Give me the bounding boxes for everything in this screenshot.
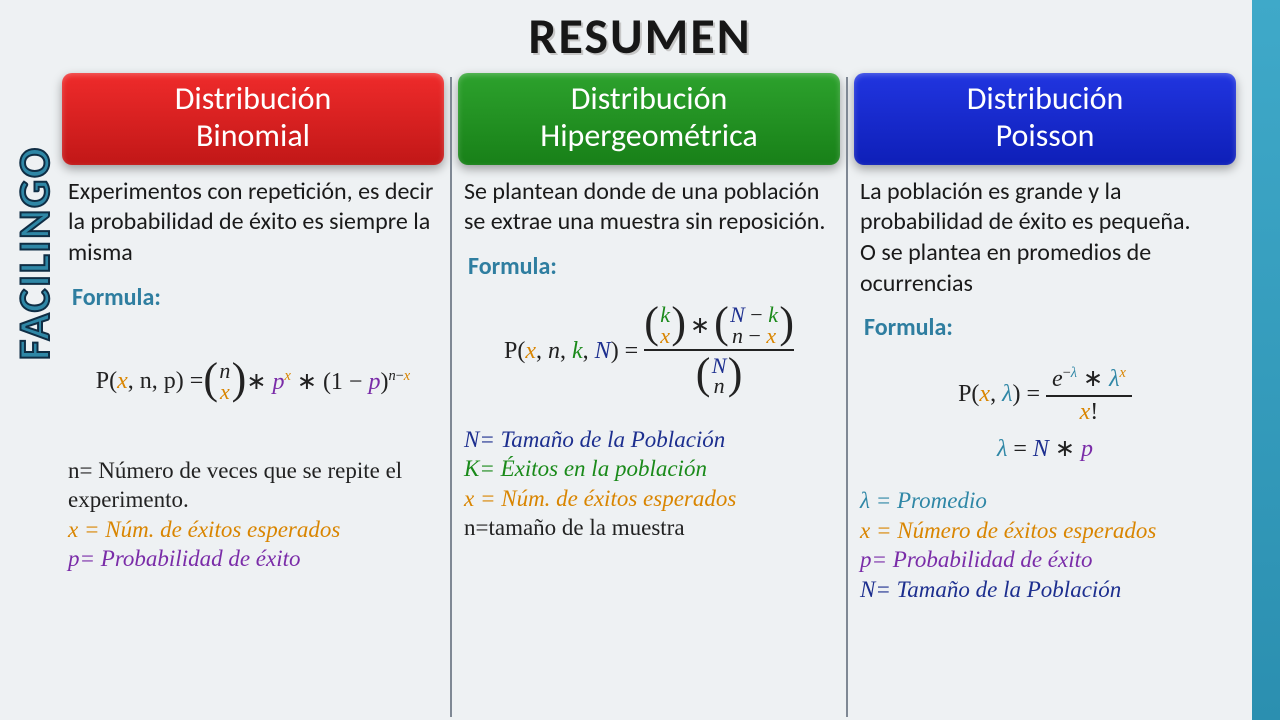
formula-hypergeometric: P(x, n, k, N) = kx ∗ N − kn − x Nn [458, 289, 840, 419]
legend-item: p= Probabilidad de éxito [68, 544, 438, 573]
legend-item: N= Tamaño de la Población [860, 575, 1230, 604]
page-title: RESUMEN [0, 0, 1280, 73]
formula-label-poisson: Formula: [854, 309, 1236, 350]
right-accent-band [1252, 0, 1280, 720]
column-hypergeometric: Distribución Hipergeométrica Se plantean… [458, 73, 840, 604]
legend-item: x = Núm. de éxitos esperados [68, 515, 438, 544]
formula-poisson: P(x, λ) = e−λ ∗ λx x! λ = N ∗ p [854, 350, 1236, 480]
legend-item: K= Éxitos en la población [464, 454, 834, 483]
formula-label-binomial: Formula: [62, 279, 444, 320]
legend-item: p= Probabilidad de éxito [860, 545, 1230, 574]
header-poisson: Distribución Poisson [854, 73, 1236, 165]
formula-label-hypergeometric: Formula: [458, 248, 840, 289]
desc-binomial: Experimentos con repetición, es decir la… [62, 165, 444, 279]
header-line1: Distribución [860, 81, 1230, 118]
header-line1: Distribución [464, 81, 834, 118]
column-binomial: Distribución Binomial Experimentos con r… [62, 73, 444, 604]
desc-hypergeometric: Se plantean donde de una población se ex… [458, 165, 840, 248]
legend-item: x = Núm. de éxitos esperados [464, 484, 834, 513]
legend-item: N= Tamaño de la Población [464, 425, 834, 454]
desc-poisson: La población es grande y la probabilidad… [854, 165, 1236, 310]
formula-binomial: P(x, n, p) = nx ∗ px ∗ (1 − p)n−x [62, 320, 444, 450]
column-poisson: Distribución Poisson La población es gra… [854, 73, 1236, 604]
columns-container: Distribución Binomial Experimentos con r… [0, 73, 1280, 604]
legend-item: n= Número de veces que se repite el expe… [68, 456, 438, 515]
legend-poisson: λ = Promedio x = Número de éxitos espera… [854, 480, 1236, 604]
legend-item: n=tamaño de la muestra [464, 513, 834, 542]
brand-watermark: FACILINGO [7, 146, 61, 360]
header-line2: Hipergeométrica [464, 118, 834, 155]
header-hypergeometric: Distribución Hipergeométrica [458, 73, 840, 165]
header-line1: Distribución [68, 81, 438, 118]
header-binomial: Distribución Binomial [62, 73, 444, 165]
header-line2: Poisson [860, 118, 1230, 155]
header-line2: Binomial [68, 118, 438, 155]
legend-item: x = Número de éxitos esperados [860, 516, 1230, 545]
legend-hypergeometric: N= Tamaño de la Población K= Éxitos en l… [458, 419, 840, 543]
legend-item: λ = Promedio [860, 486, 1230, 515]
legend-binomial: n= Número de veces que se repite el expe… [62, 450, 444, 574]
